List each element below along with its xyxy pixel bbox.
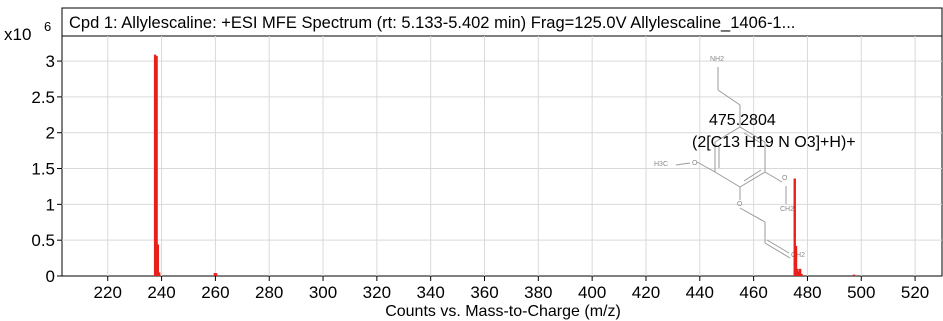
structure-bond	[714, 126, 741, 143]
x-axis-label: Counts vs. Mass-to-Charge (m/z)	[385, 303, 621, 320]
structure-atom-label: H3C	[654, 161, 668, 168]
structure-bond	[739, 171, 766, 188]
spectrum-peak	[153, 54, 157, 277]
spectrum-peak	[800, 273, 803, 276]
structure-atom-label: O	[692, 160, 698, 167]
x-tick-label: 260	[201, 283, 229, 302]
spectrum-peak	[797, 271, 800, 276]
structure-atom-label: CH2	[791, 252, 805, 259]
spectrum-peak	[798, 268, 802, 276]
spectrum-peak	[796, 268, 799, 276]
spectrum-peak	[213, 273, 217, 276]
y-tick-label: 3	[46, 52, 55, 71]
spectrum-peaks	[153, 54, 856, 277]
structure-bond	[766, 239, 790, 254]
structure-bond	[743, 169, 762, 182]
structure-bond	[696, 161, 716, 173]
y-tick-label: 1	[46, 195, 55, 214]
spectrum-peak	[156, 244, 160, 276]
y-axis-ticks: 0 0.5 1 1.5 2 2.5 3	[31, 52, 62, 286]
structure-bond	[764, 242, 791, 259]
x-tick-label: 220	[94, 283, 122, 302]
spectrum-peak	[214, 273, 218, 276]
plot-frame	[61, 7, 943, 277]
x-tick-label: 500	[847, 283, 875, 302]
x-tick-label: 340	[416, 283, 444, 302]
x-tick-label: 460	[739, 283, 767, 302]
peak-annotation-mz: 475.2804	[709, 112, 776, 129]
structure-bond	[739, 126, 766, 143]
molecule-structure: NH2 H3C O O CH2 O CH2	[654, 56, 805, 259]
x-tick-label: 240	[147, 283, 175, 302]
x-tick-label: 380	[524, 283, 552, 302]
x-tick-label: 480	[793, 283, 821, 302]
grid-lines	[62, 36, 942, 276]
peak-annotation-formula: (2[C13 H19 N O3]+H)+	[692, 134, 856, 151]
y-tick-label: 1.5	[31, 160, 55, 179]
spectrum-peak	[155, 56, 158, 277]
spectrum-peak	[852, 274, 856, 276]
structure-bond	[675, 162, 691, 166]
x-tick-label: 300	[309, 283, 337, 302]
chart-title: Cpd 1: Allylescaline: +ESI MFE Spectrum …	[69, 14, 795, 32]
x-tick-label: 400	[578, 283, 606, 302]
structure-atom-label: O	[782, 175, 788, 182]
y-scale-label: x10	[4, 25, 31, 44]
structure-bond	[717, 89, 741, 106]
x-tick-label: 320	[363, 283, 391, 302]
y-tick-label: 0	[46, 267, 55, 286]
structure-bond	[739, 207, 766, 223]
x-tick-label: 360	[470, 283, 498, 302]
structure-atom-label: NH2	[710, 56, 724, 63]
x-tick-label: 420	[632, 283, 660, 302]
structure-atom-label: O	[737, 201, 743, 208]
structure-bond	[764, 171, 783, 183]
structure-bond	[714, 171, 741, 188]
x-axis-ticks: 220 240 260 280 300 320 340 360 380 400 420 440 460 4…	[94, 276, 929, 302]
y-tick-label: 2	[46, 124, 55, 143]
spectrum-peak	[794, 245, 798, 276]
y-tick-label: 2.5	[31, 88, 55, 107]
x-tick-label: 440	[686, 283, 714, 302]
y-scale-exponent: 6	[44, 19, 51, 34]
structure-bond	[743, 132, 762, 144]
y-tick-label: 0.5	[31, 231, 55, 250]
x-tick-label: 520	[901, 283, 929, 302]
spectrum-peak	[157, 272, 161, 276]
x-tick-label: 280	[255, 283, 283, 302]
structure-atom-label: CH2	[780, 206, 794, 213]
